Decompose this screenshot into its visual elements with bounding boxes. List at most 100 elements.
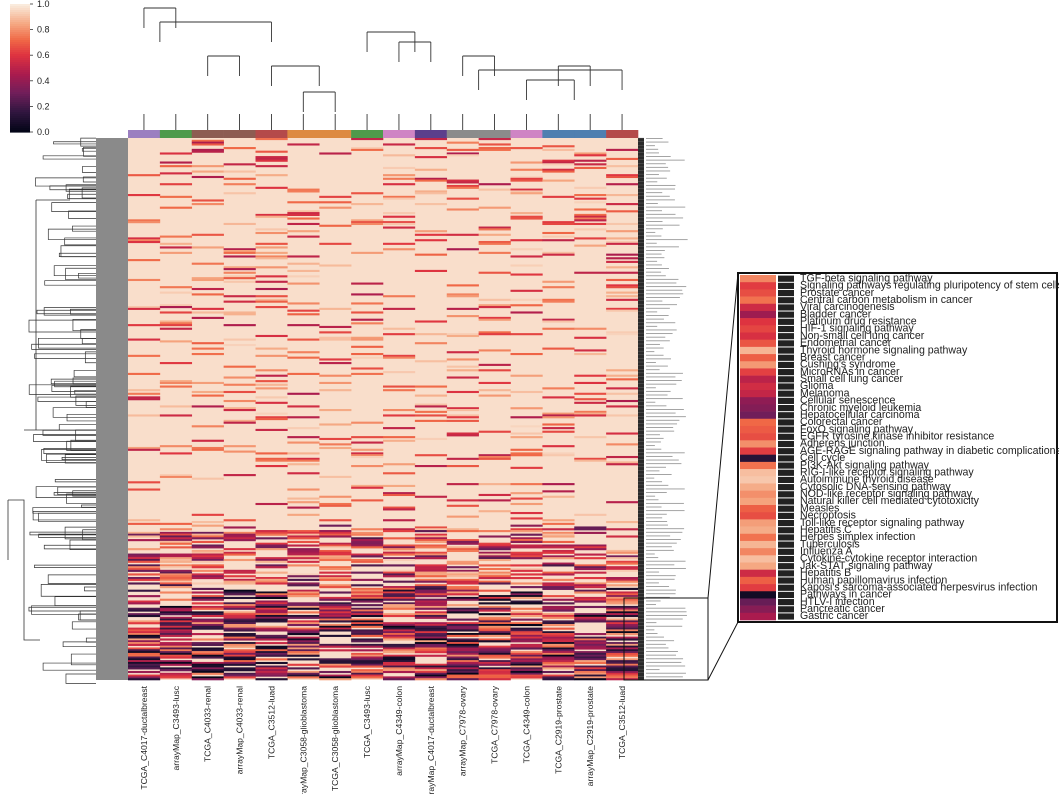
heatmap-cell bbox=[319, 605, 352, 609]
heatmap-cell bbox=[606, 627, 639, 630]
zoom-pathway-label: Cushing's syndrome bbox=[800, 359, 896, 371]
zoom-strip-cell bbox=[778, 455, 794, 462]
heatmap-cell bbox=[478, 304, 511, 307]
zoom-connector-top bbox=[707, 272, 739, 599]
heatmap-cell bbox=[414, 643, 448, 646]
heatmap-cell bbox=[223, 222, 256, 226]
heatmap-cell bbox=[542, 573, 575, 576]
heatmap-cell bbox=[606, 551, 639, 554]
zoom-heat-cell bbox=[740, 512, 776, 520]
heatmap-cell bbox=[606, 591, 639, 594]
heatmap-cell bbox=[510, 627, 543, 630]
heatmap-cell bbox=[510, 416, 543, 419]
heatmap-cell bbox=[542, 578, 575, 581]
zoom-heat-cell bbox=[740, 332, 776, 340]
column-dendrogram bbox=[143, 7, 623, 130]
heatmap-cell bbox=[414, 495, 448, 498]
heatmap-cell bbox=[383, 564, 416, 567]
heatmap-cell bbox=[287, 667, 320, 670]
row-annotation-strip bbox=[638, 137, 644, 680]
heatmap-cell bbox=[223, 638, 256, 641]
row-label-smudge bbox=[646, 250, 665, 251]
heatmap-cell bbox=[383, 548, 416, 551]
row-label-smudge bbox=[646, 600, 661, 602]
heatmap-cell bbox=[574, 605, 607, 609]
heatmap-cell bbox=[255, 334, 288, 338]
zoom-heat-cell bbox=[740, 612, 776, 621]
heatmap-cell bbox=[446, 334, 479, 338]
heatmap-cell bbox=[606, 566, 639, 569]
heatmap-cell bbox=[255, 604, 288, 607]
row-label-smudge bbox=[646, 354, 664, 356]
heatmap-cell bbox=[319, 665, 352, 668]
heatmap-cell bbox=[287, 582, 320, 585]
heatmap-cell bbox=[574, 154, 607, 157]
heatmap-cell bbox=[159, 165, 193, 168]
row-dendrogram-link bbox=[64, 237, 96, 246]
heatmap-cell bbox=[191, 535, 224, 538]
heatmap-cell bbox=[351, 336, 384, 339]
heatmap-cell bbox=[191, 633, 224, 636]
heatmap-cell bbox=[319, 551, 352, 554]
column-group-color-cell bbox=[191, 130, 224, 138]
colorbar-segment bbox=[10, 126, 30, 129]
heatmap-cell bbox=[351, 421, 384, 424]
heatmap-cell bbox=[319, 598, 352, 601]
zoom-heat-cell bbox=[740, 461, 776, 470]
heatmap-cell bbox=[191, 165, 224, 168]
heatmap-cell bbox=[351, 546, 384, 549]
zoom-heat-cell bbox=[740, 296, 776, 305]
heatmap-cell bbox=[383, 614, 416, 618]
heatmap-cell bbox=[128, 665, 161, 668]
zoom-strip-cell bbox=[778, 548, 794, 555]
heatmap-cell bbox=[287, 463, 320, 466]
row-label-smudge bbox=[646, 138, 663, 139]
zoom-heat-cell bbox=[740, 440, 776, 448]
heatmap-cell bbox=[574, 670, 607, 674]
row-label-smudge bbox=[646, 336, 666, 338]
heatmap-cell bbox=[319, 475, 352, 478]
zoom-pathway-label: Tuberculosis bbox=[800, 538, 860, 550]
row-dendrogram-link bbox=[47, 228, 96, 240]
heatmap-cell bbox=[287, 222, 320, 226]
heatmap-cell bbox=[383, 634, 416, 637]
heatmap-cell bbox=[574, 222, 607, 226]
heatmap-cell bbox=[128, 676, 161, 679]
heatmap-cell bbox=[446, 515, 479, 518]
heatmap-cell bbox=[446, 571, 479, 574]
heatmap-cell bbox=[446, 674, 479, 677]
heatmap-cell bbox=[319, 307, 352, 310]
heatmap-cell bbox=[255, 228, 288, 231]
heatmap-cell bbox=[446, 414, 479, 417]
zoom-strip-cell bbox=[778, 613, 794, 620]
heatmap-cell bbox=[606, 613, 639, 616]
heatmap-cell bbox=[255, 150, 288, 153]
heatmap-cell bbox=[510, 602, 543, 605]
heatmap-cell bbox=[383, 629, 416, 632]
heatmap-cell bbox=[128, 627, 161, 630]
heatmap-cell bbox=[287, 190, 320, 193]
heatmap-cell bbox=[319, 358, 352, 361]
heatmap-cell bbox=[191, 233, 224, 236]
heatmap-cell bbox=[223, 571, 256, 574]
heatmap-cell bbox=[159, 591, 193, 594]
heatmap-cell bbox=[319, 389, 352, 392]
heatmap-cell bbox=[574, 410, 607, 413]
heatmap-cell bbox=[542, 347, 575, 350]
heatmap-cell bbox=[414, 320, 448, 323]
heatmap-cell bbox=[606, 266, 639, 269]
heatmap-cell bbox=[159, 571, 193, 574]
heatmap-cell bbox=[255, 537, 288, 540]
heatmap-cell bbox=[351, 660, 384, 663]
heatmap-cell bbox=[255, 280, 288, 283]
heatmap-cell bbox=[287, 282, 320, 285]
heatmap-cell bbox=[159, 522, 193, 525]
row-label-smudge bbox=[646, 593, 676, 595]
colorbar-segment bbox=[10, 84, 30, 87]
heatmap-cell bbox=[128, 678, 161, 681]
heatmap-cell bbox=[128, 633, 161, 636]
heatmap-cell bbox=[383, 613, 416, 616]
heatmap-cell bbox=[510, 298, 543, 301]
heatmap-cell bbox=[223, 251, 256, 254]
row-label-smudge bbox=[646, 575, 676, 577]
